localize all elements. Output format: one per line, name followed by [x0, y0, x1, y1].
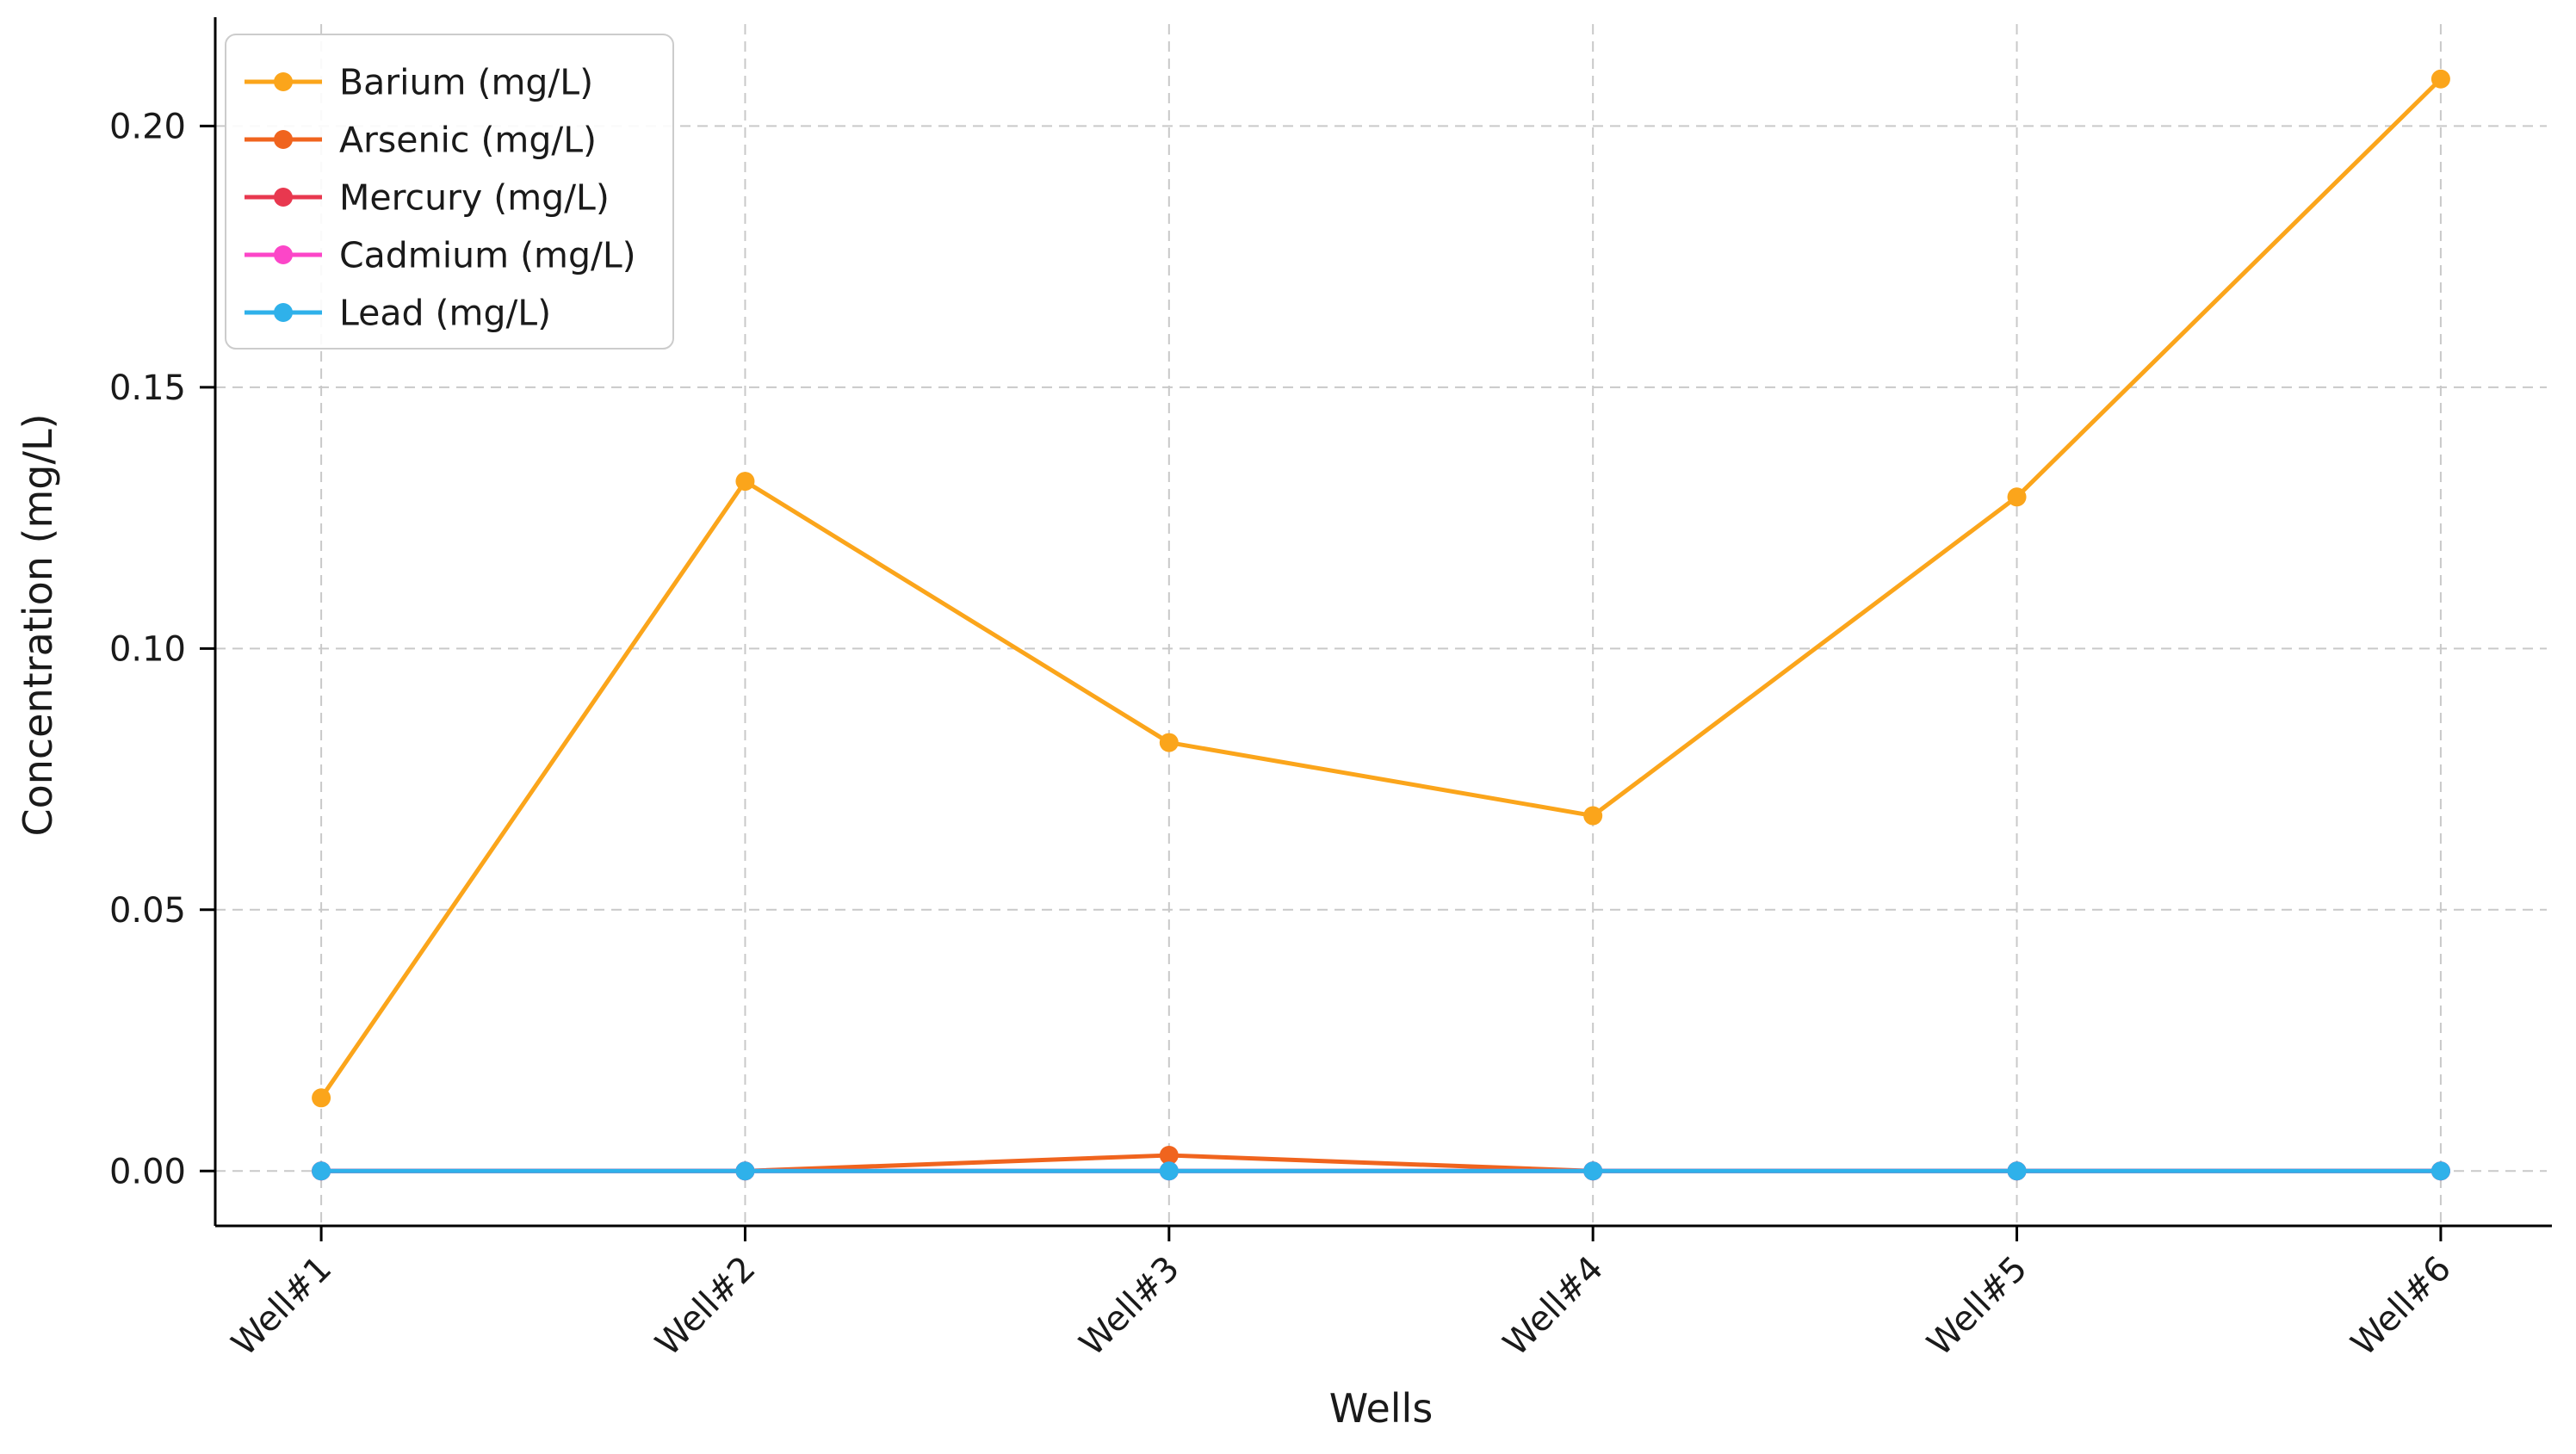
- y-tick-label: 0.05: [109, 891, 186, 931]
- series-line-barium: [319, 77, 2443, 1100]
- data-point: [2430, 69, 2450, 89]
- data-point: [1159, 1161, 1179, 1181]
- legend-label: Barium (mg/L): [339, 61, 593, 102]
- data-point: [735, 472, 755, 492]
- series-lines: [312, 69, 2450, 1181]
- legend-box: [225, 34, 674, 350]
- legend-marker: [274, 303, 293, 322]
- legend-label: Mercury (mg/L): [339, 176, 610, 218]
- data-point: [1159, 733, 1179, 752]
- x-tick-label: Well#5: [1920, 1249, 2035, 1364]
- y-tick-label: 0.15: [109, 368, 186, 408]
- legend-marker: [274, 130, 293, 149]
- legend-marker: [274, 245, 293, 264]
- x-axis-label: Wells: [1329, 1385, 1434, 1432]
- legend-label: Lead (mg/L): [339, 292, 551, 333]
- data-point: [1159, 1146, 1179, 1166]
- axes: [200, 17, 2552, 1241]
- legend-label: Arsenic (mg/L): [339, 119, 597, 160]
- legend-item: Barium (mg/L): [245, 61, 593, 102]
- y-axis-label: Concentration (mg/L): [15, 413, 61, 836]
- legend: Barium (mg/L) Arsenic (mg/L) Mercury (mg/L…: [225, 34, 674, 350]
- legend-label: Cadmium (mg/L): [339, 234, 636, 275]
- legend-item: Arsenic (mg/L): [245, 119, 597, 160]
- y-tick-label: 0.00: [109, 1152, 186, 1191]
- x-tick-label: Well#1: [225, 1249, 340, 1364]
- legend-marker: [274, 188, 293, 207]
- legend-item: Mercury (mg/L): [245, 176, 610, 218]
- legend-item: Lead (mg/L): [245, 292, 551, 333]
- y-tick-label: 0.20: [109, 107, 186, 146]
- data-point: [2430, 1161, 2450, 1181]
- data-point: [312, 1088, 331, 1108]
- data-point: [312, 1161, 331, 1181]
- data-point: [2007, 1161, 2027, 1181]
- y-tick-label: 0.10: [109, 629, 186, 669]
- legend-marker: [274, 72, 293, 91]
- x-tick-label: Well#4: [1496, 1249, 1612, 1364]
- x-tick-label: Well#2: [648, 1249, 764, 1364]
- data-point: [735, 1161, 755, 1181]
- legend-item: Cadmium (mg/L): [245, 234, 636, 275]
- data-point: [2007, 487, 2027, 507]
- series-line-arsenic: [319, 1153, 2443, 1173]
- data-point: [1583, 806, 1603, 826]
- data-point: [1583, 1161, 1603, 1181]
- x-tick-label: Well#6: [2344, 1249, 2459, 1364]
- x-tick-label: Well#3: [1072, 1249, 1187, 1364]
